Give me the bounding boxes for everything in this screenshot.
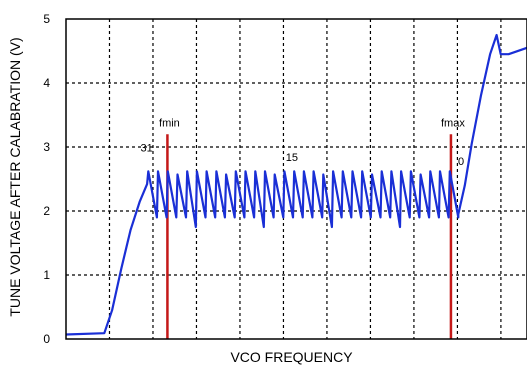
marker-label: fmax	[441, 118, 465, 130]
y-tick-label: 0	[43, 332, 50, 346]
y-tick-labels: 0 1 2 3 4 5	[43, 12, 50, 346]
plot-frame	[65, 18, 527, 340]
annotations: fmin fmax 31 15 0	[141, 118, 466, 168]
y-tick-label: 2	[43, 204, 50, 218]
band-label: 31	[141, 142, 153, 154]
y-tick-label: 1	[43, 268, 50, 282]
tune-voltage-line	[65, 33, 527, 336]
y-tick-label: 3	[43, 140, 50, 154]
y-tick-label: 5	[43, 12, 50, 26]
series-layer	[65, 33, 527, 336]
frequency-markers	[166, 134, 453, 339]
marker-label: fmin	[159, 118, 180, 130]
y-axis-title: TUNE VOLTAGE AFTER CALABRATION (V)	[7, 37, 23, 316]
band-label: 0	[458, 156, 464, 168]
y-tick-label: 4	[43, 76, 50, 90]
x-axis-title: VCO FREQUENCY	[230, 349, 353, 365]
band-label: 15	[286, 152, 298, 164]
